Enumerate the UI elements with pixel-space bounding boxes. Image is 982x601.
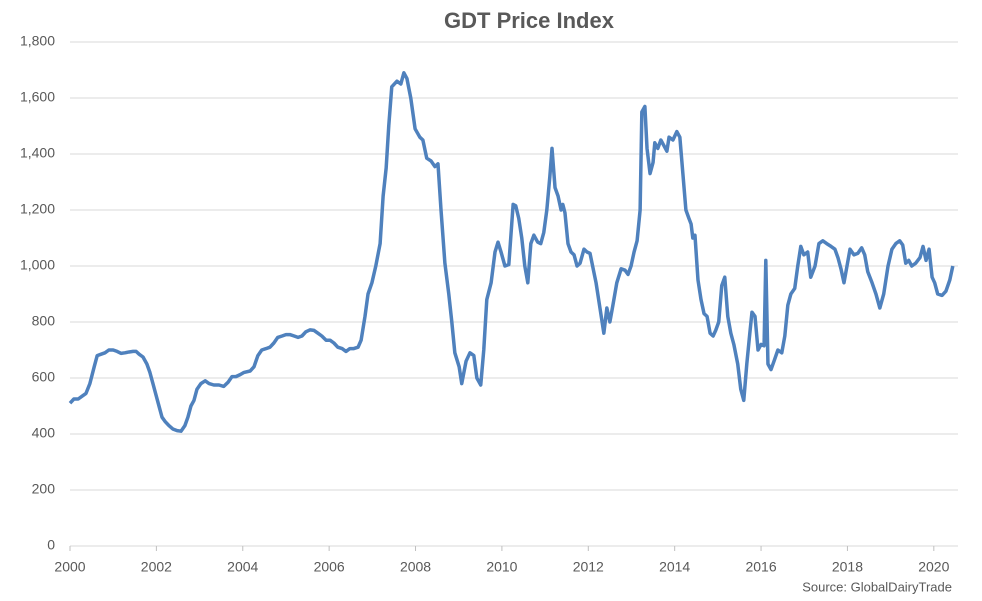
- x-tick-label: 2000: [54, 559, 85, 575]
- x-tick-label: 2010: [486, 559, 517, 575]
- x-tick-label: 2008: [400, 559, 431, 575]
- data-line: [68, 71, 955, 433]
- y-tick-label: 600: [32, 369, 56, 385]
- x-tick-label: 2014: [659, 559, 690, 575]
- x-tick-label: 2004: [227, 559, 258, 575]
- y-tick-label: 1,400: [20, 145, 55, 161]
- y-tick-label: 1,000: [20, 257, 55, 273]
- y-tick-label: 1,200: [20, 201, 55, 217]
- y-tick-label: 0: [47, 537, 55, 553]
- x-tick-label: 2012: [573, 559, 604, 575]
- x-tick-label: 2020: [918, 559, 949, 575]
- source-note: Source: GlobalDairyTrade: [802, 579, 952, 594]
- x-tick-label: 2002: [141, 559, 172, 575]
- x-tick-label: 2006: [314, 559, 345, 575]
- y-tick-label: 800: [32, 313, 56, 329]
- y-tick-label: 400: [32, 425, 56, 441]
- y-tick-label: 200: [32, 481, 56, 497]
- y-tick-label: 1,800: [20, 33, 55, 49]
- x-tick-label: 2016: [745, 559, 776, 575]
- y-tick-label: 1,600: [20, 89, 55, 105]
- x-tick-label: 2018: [832, 559, 863, 575]
- chart-title: GDT Price Index: [444, 8, 615, 33]
